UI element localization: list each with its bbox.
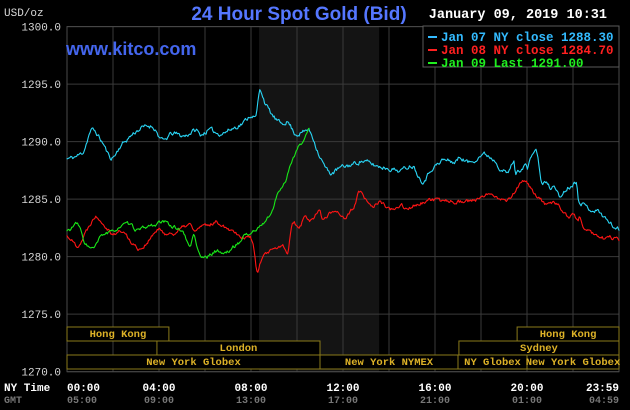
svg-text:GMT: GMT	[4, 396, 22, 407]
svg-text:1280.0: 1280.0	[21, 253, 61, 265]
svg-text:08:00: 08:00	[234, 383, 267, 395]
svg-text:24 Hour Spot Gold (Bid): 24 Hour Spot Gold (Bid)	[191, 4, 406, 25]
svg-text:04:00: 04:00	[142, 383, 175, 395]
svg-text:www.kitco.com: www.kitco.com	[65, 39, 196, 59]
svg-text:USD/oz: USD/oz	[4, 8, 44, 20]
svg-text:Hong Kong: Hong Kong	[540, 329, 597, 341]
svg-text:23:59: 23:59	[586, 383, 619, 395]
svg-text:17:00: 17:00	[328, 396, 358, 407]
svg-text:01:00: 01:00	[512, 396, 542, 407]
svg-text:Jan 07 NY close 1288.30: Jan 07 NY close 1288.30	[441, 31, 614, 45]
svg-text:London: London	[220, 343, 258, 355]
svg-text:21:00: 21:00	[420, 396, 450, 407]
svg-text:16:00: 16:00	[418, 383, 451, 395]
svg-text:1295.0: 1295.0	[21, 80, 61, 92]
svg-text:13:00: 13:00	[236, 396, 266, 407]
svg-text:12:00: 12:00	[326, 383, 359, 395]
svg-text:00:00: 00:00	[67, 383, 100, 395]
svg-text:Hong Kong: Hong Kong	[90, 329, 147, 341]
svg-text:1285.0: 1285.0	[21, 195, 61, 207]
svg-text:1300.0: 1300.0	[21, 23, 61, 35]
svg-text:1290.0: 1290.0	[21, 138, 61, 150]
svg-text:Jan 09 Last 1291.00: Jan 09 Last 1291.00	[441, 57, 584, 71]
svg-text:05:00: 05:00	[67, 396, 97, 407]
svg-text:New York NYMEX: New York NYMEX	[345, 357, 434, 369]
svg-text:January 09, 2019 10:31: January 09, 2019 10:31	[429, 8, 607, 23]
svg-text:NY Time: NY Time	[4, 383, 51, 395]
svg-text:1270.0: 1270.0	[21, 368, 61, 380]
svg-text:20:00: 20:00	[510, 383, 543, 395]
svg-text:09:00: 09:00	[144, 396, 174, 407]
svg-text:Jan 08 NY close 1284.70: Jan 08 NY close 1284.70	[441, 44, 614, 58]
svg-text:04:59: 04:59	[589, 396, 619, 407]
svg-text:New York Globex: New York Globex	[526, 357, 621, 369]
svg-text:Sydney: Sydney	[520, 343, 559, 355]
svg-text:1275.0: 1275.0	[21, 310, 61, 322]
svg-text:NY Globex: NY Globex	[464, 357, 521, 369]
svg-text:New York Globex: New York Globex	[146, 357, 241, 369]
